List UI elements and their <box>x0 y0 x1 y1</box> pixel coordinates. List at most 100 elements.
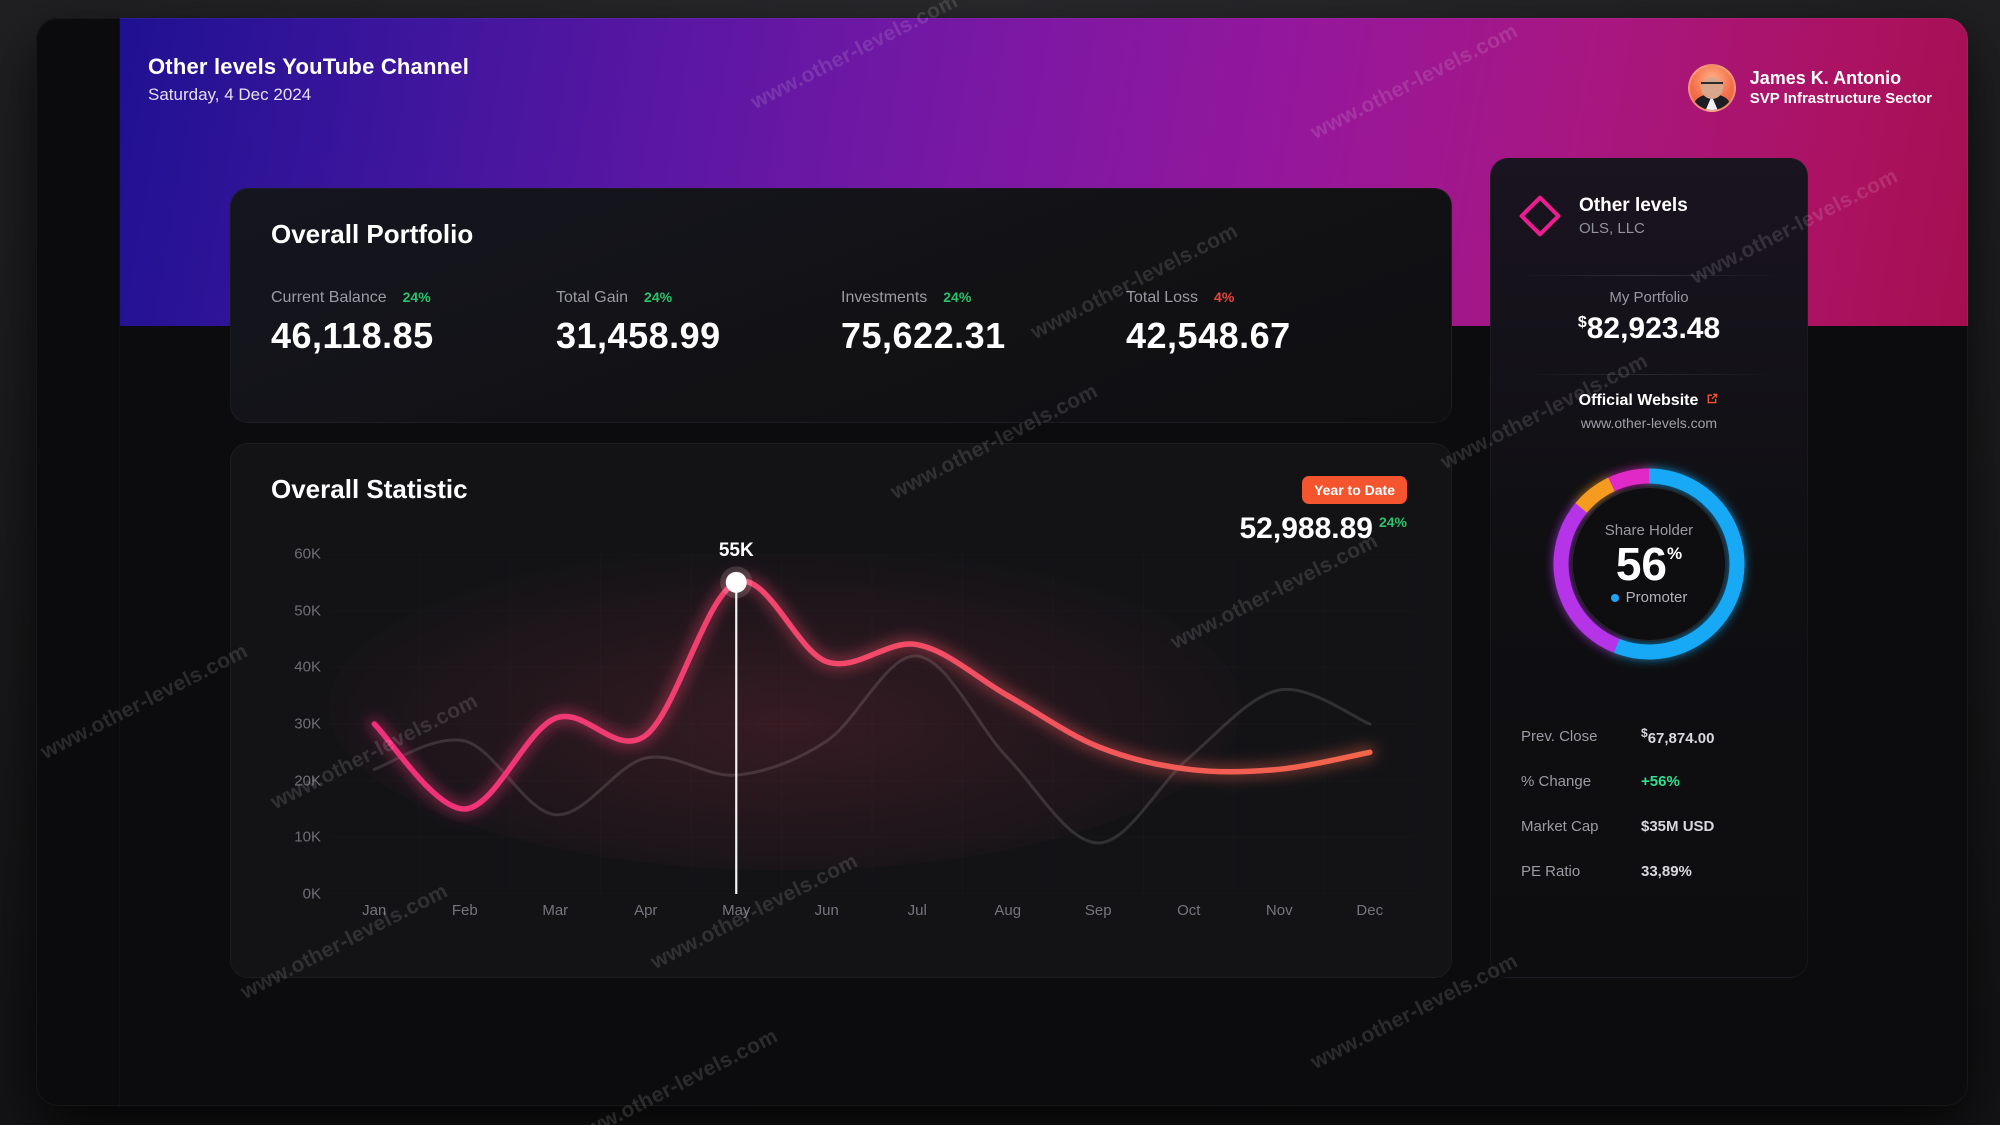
x-tick-label: Nov <box>1265 902 1293 919</box>
stat-delta: 24% <box>402 289 431 305</box>
chart-x-axis: Jan Feb Mar Apr May Jun Jul Aug Sep Oct Nov Dec <box>329 902 1415 932</box>
website-title-label: Official Website <box>1578 391 1699 409</box>
my-portfolio-block: My Portfolio $82,923.48 <box>1491 289 1807 346</box>
stat-value: 42,548.67 <box>1126 315 1291 356</box>
x-tick-label: Feb <box>451 902 478 919</box>
stat-label: Total Gain <box>556 289 629 306</box>
my-portfolio-label: My Portfolio <box>1609 289 1689 306</box>
donut-legend-label: Promoter <box>1625 589 1688 606</box>
brand-subtitle: OLS, LLC <box>1579 219 1645 237</box>
y-tick-label: 60K <box>294 545 321 563</box>
stat-key: Prev. Close <box>1521 728 1598 745</box>
chart-tooltip-label: 55K <box>718 540 754 562</box>
x-tick-label: Jan <box>362 902 387 919</box>
x-tick-label: May <box>722 902 751 919</box>
main-content: Overall Portfolio Current Balance 24% 46… <box>120 18 1968 1106</box>
portfolio-stats-row: Current Balance 24% 46,118.85 Total Gain… <box>271 289 1411 357</box>
stat-row-prev-close: Prev. Close $67,874.00 <box>1521 714 1781 759</box>
amount-value: 82,923.48 <box>1586 312 1721 345</box>
stat-delta: 24% <box>644 289 673 305</box>
external-link-icon[interactable] <box>1705 391 1719 410</box>
user-role: SVP Infrastructure Sector <box>1749 89 1932 107</box>
official-website-block[interactable]: Official Website www.other-levels.com <box>1491 391 1807 431</box>
panel-divider-2 <box>1517 374 1781 375</box>
currency-symbol: $ <box>1577 314 1587 331</box>
value-text: 67,874.00 <box>1647 730 1715 747</box>
stat-label: Investments <box>841 289 928 306</box>
stat-row-market-cap: Market Cap $35M USD <box>1521 804 1781 849</box>
year-to-date-block: Year to Date 52,988.89 24% <box>1239 476 1407 546</box>
company-stats-list: Prev. Close $67,874.00 % Change +56% Mar… <box>1521 714 1781 894</box>
x-tick-label: Aug <box>994 902 1022 919</box>
chart-y-axis: 60K 50K 40K 30K 20K 10K 0K <box>257 546 321 903</box>
x-tick-label: Oct <box>1177 902 1201 919</box>
x-tick-label: Apr <box>634 902 658 919</box>
stat-value: 75,622.31 <box>841 315 1006 356</box>
y-tick-label: 20K <box>294 772 321 790</box>
company-panel: Other levels OLS, LLC My Portfolio $82,9… <box>1490 158 1808 978</box>
donut-legend: Promoter <box>1610 589 1688 606</box>
donut-percent-symbol: % <box>1667 544 1683 563</box>
panel-divider <box>1517 275 1781 276</box>
currency-symbol: $ <box>1641 726 1648 740</box>
overall-portfolio-card: Overall Portfolio Current Balance 24% 46… <box>230 188 1452 423</box>
x-tick-label: Jun <box>814 902 839 919</box>
avatar <box>1687 64 1736 112</box>
brand-name: Other levels <box>1579 194 1688 216</box>
y-tick-label: 40K <box>294 658 321 676</box>
brand-block: Other levels OLS, LLC <box>1517 193 1688 239</box>
statistic-chart[interactable]: 60K 50K 40K 30K 20K 10K 0K Jan Feb Mar Apr May Jun J… <box>257 540 1427 954</box>
stat-key: % Change <box>1521 773 1592 790</box>
page-title: Other levels YouTube Channel <box>148 54 470 79</box>
statistic-card-title: Overall Statistic <box>271 474 468 504</box>
donut-percent-value: 56 <box>1615 538 1668 590</box>
stat-total-gain: Total Gain 24% 31,458.99 <box>556 289 841 357</box>
chart-plot-area <box>329 554 1376 894</box>
stat-current-balance: Current Balance 24% 46,118.85 <box>271 289 556 357</box>
stat-label: Total Loss <box>1126 289 1199 306</box>
app-window: Other levels YouTube Channel Saturday, 4… <box>36 18 1968 1106</box>
stat-row-pe-ratio: PE Ratio 33,89% <box>1521 849 1781 894</box>
y-tick-label: 0K <box>302 885 321 903</box>
stat-value: 31,458.99 <box>556 315 721 356</box>
overall-statistic-card: Overall Statistic Year to Date 52,988.89… <box>230 443 1452 978</box>
stat-value: $35M USD <box>1641 818 1715 835</box>
stat-key: PE Ratio <box>1521 863 1581 880</box>
stat-row-pct-change: % Change +56% <box>1521 759 1781 804</box>
stat-value: 33,89% <box>1641 863 1692 880</box>
donut-center-label: Share Holder <box>1604 522 1694 539</box>
stat-investments: Investments 24% 75,622.31 <box>841 289 1126 357</box>
official-website-title[interactable]: Official Website <box>1579 391 1720 410</box>
portfolio-card-title: Overall Portfolio <box>271 219 474 249</box>
my-portfolio-amount: $82,923.48 <box>1491 312 1807 346</box>
x-tick-label: Dec <box>1356 902 1384 919</box>
official-website-url[interactable]: www.other-levels.com <box>1580 415 1718 431</box>
legend-dot-icon <box>1610 593 1619 602</box>
stat-label: Current Balance <box>271 289 387 306</box>
x-tick-label: Sep <box>1084 902 1112 919</box>
y-tick-label: 50K <box>294 602 321 620</box>
stat-value: 46,118.85 <box>271 315 434 356</box>
sidebar-strip <box>36 18 120 1106</box>
year-to-date-value: 52,988.89 <box>1239 512 1373 545</box>
y-tick-label: 30K <box>294 715 321 733</box>
user-name: James K. Antonio <box>1749 68 1902 89</box>
stat-value: $67,874.00 <box>1641 726 1714 747</box>
user-profile[interactable]: James K. Antonio SVP Infrastructure Sect… <box>1687 64 1932 112</box>
stat-total-loss: Total Loss 4% 42,548.67 <box>1126 289 1411 357</box>
x-tick-label: Mar <box>542 902 569 919</box>
header-date: Saturday, 4 Dec 2024 <box>148 85 312 104</box>
donut-center: Share Holder 56% Promoter <box>1572 487 1726 641</box>
year-to-date-delta: 24% <box>1378 514 1407 530</box>
share-holder-donut[interactable]: Share Holder 56% Promoter <box>1544 459 1754 669</box>
stat-delta: 24% <box>943 289 972 305</box>
year-to-date-badge[interactable]: Year to Date <box>1302 476 1407 504</box>
y-tick-label: 10K <box>294 828 321 846</box>
donut-svg <box>1553 468 1745 660</box>
diamond-logo-icon <box>1517 193 1563 239</box>
donut-percent: 56% <box>1616 541 1682 587</box>
stat-delta: 4% <box>1214 289 1235 305</box>
stat-key: Market Cap <box>1521 818 1599 835</box>
x-tick-label: Jul <box>907 902 927 919</box>
